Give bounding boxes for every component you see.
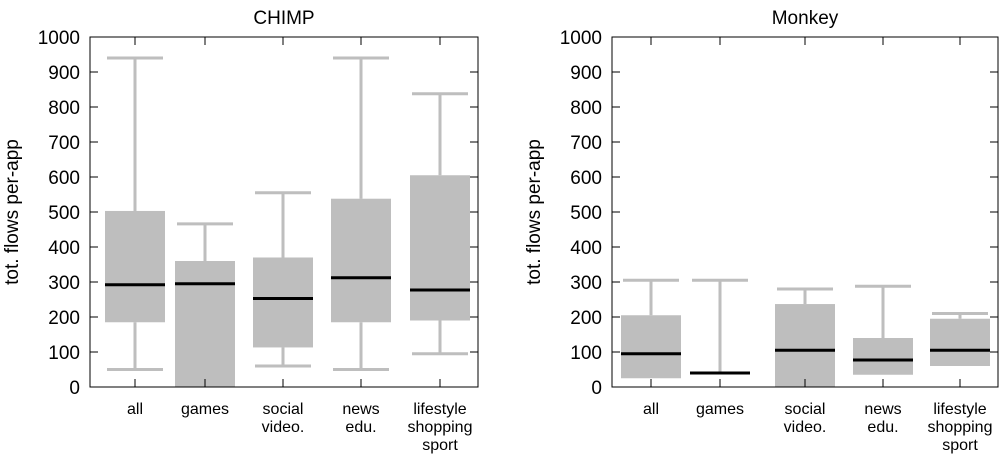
- panel-1-y-tick-label: 500: [48, 203, 80, 224]
- panel-1-y-tick-label: 400: [48, 238, 80, 259]
- panel-2-y-tick-label: 800: [570, 98, 602, 119]
- panel-2-category-label: edu.: [867, 419, 898, 436]
- panel-2-box: [775, 304, 835, 387]
- panel-1-box: [175, 261, 235, 387]
- panel-2-box: [930, 318, 990, 366]
- panel-2-y-tick-label: 600: [570, 168, 602, 189]
- panel-1-y-tick-label: 200: [48, 308, 80, 329]
- panel-1-category-label: edu.: [345, 419, 376, 436]
- panel-1-category-label: all: [127, 401, 143, 418]
- panel-2-category-label: social: [785, 401, 826, 418]
- panel-2-category-label: lifestyle: [933, 401, 986, 418]
- panel-1-y-tick-label: 600: [48, 168, 80, 189]
- panel-2-category-label: sport: [942, 437, 978, 454]
- panel-2-plot-frame: [611, 36, 999, 388]
- panel-1-y-axis-label: tot. flows per-app: [2, 139, 23, 285]
- panel-2-category-label: all: [643, 401, 659, 418]
- panel-1-y-tick-label: 900: [48, 63, 80, 84]
- panel-1-category-label: sport: [422, 437, 458, 454]
- panel-2-y-axis-label: tot. flows per-app: [524, 139, 545, 285]
- panel-1-category-label: lifestyle: [413, 401, 466, 418]
- panel-2-y-tick-label: 500: [570, 203, 602, 224]
- panel-2-title: Monkey: [772, 8, 839, 29]
- panel-2-y-tick-label: 300: [570, 273, 602, 294]
- panel-2-y-tick-label: 900: [570, 63, 602, 84]
- panel-2-box: [621, 315, 681, 379]
- panel-1-box: [410, 175, 470, 321]
- panel-2-y-tick-label: 0: [591, 378, 602, 399]
- panel-1-y-tick-label: 0: [69, 378, 80, 399]
- panel-1-plot-frame: [89, 36, 479, 388]
- panel-1-y-tick-label: 300: [48, 273, 80, 294]
- panel-1-category-label: news: [342, 401, 379, 418]
- panel-1-category-label: shopping: [408, 419, 473, 436]
- panel-2-y-tick-label: 100: [570, 343, 602, 364]
- panel-1-category-label: video.: [262, 419, 305, 436]
- panel-2-category-label: shopping: [928, 419, 993, 436]
- panel-2-y-tick-label: 1000: [560, 28, 602, 49]
- panel-1-y-tick-label: 1000: [38, 28, 80, 49]
- panel-2-y-tick-label: 400: [570, 238, 602, 259]
- panel-1-y-tick-label: 800: [48, 98, 80, 119]
- panel-2-y-tick-label: 200: [570, 308, 602, 329]
- panel-1-box: [331, 198, 391, 323]
- panel-2-box: [853, 338, 913, 375]
- panel-1-y-tick-label: 700: [48, 133, 80, 154]
- panel-2-category-label: news: [864, 401, 901, 418]
- panel-1-y-tick-label: 100: [48, 343, 80, 364]
- panel-1-category-label: social: [263, 401, 304, 418]
- panel-2-y-tick-label: 700: [570, 133, 602, 154]
- panel-1-category-label: games: [181, 401, 229, 418]
- panel-2-category-label: video.: [784, 419, 827, 436]
- panel-1-box: [253, 257, 313, 348]
- panel-1-box: [105, 210, 165, 323]
- panel-1-title: CHIMP: [253, 8, 314, 29]
- panel-2-category-label: games: [696, 401, 744, 418]
